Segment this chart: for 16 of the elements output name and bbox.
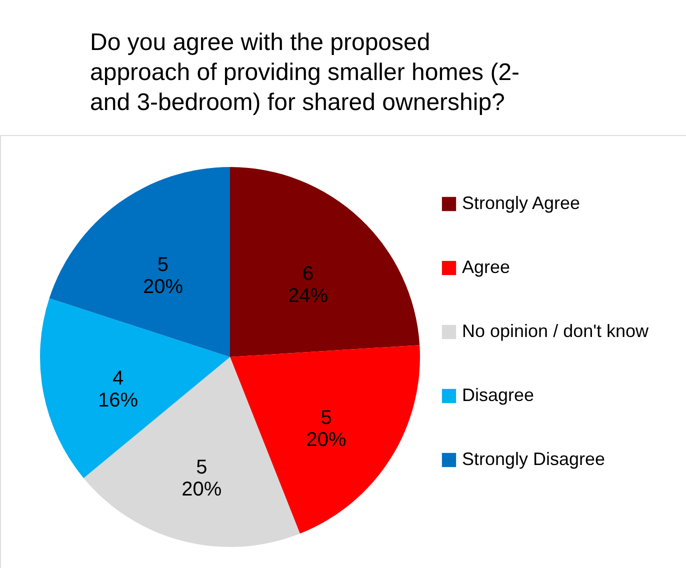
data-label: 5 20%	[182, 456, 222, 500]
pie-slice	[49, 167, 230, 357]
pie-slice	[84, 357, 300, 547]
legend-label: Agree	[462, 257, 510, 277]
legend-label: Strongly Disagree	[462, 449, 606, 469]
chart-title: Do you agree with the proposed approach of providing smaller homes (2- and 3-bedroom) for shared ownership?	[90, 29, 520, 116]
data-label: 5 20%	[306, 407, 346, 452]
legend-label: No opinion / don't know	[462, 321, 650, 341]
data-label: 5 20%	[142, 254, 184, 298]
pie-slice	[230, 345, 420, 534]
pie-slice	[40, 298, 230, 478]
data-label: 4 16%	[98, 367, 138, 412]
pie-slice	[230, 167, 420, 357]
legend-label: Strongly Agree	[462, 193, 580, 213]
legend-label: Disagree	[462, 385, 534, 405]
data-label: 6 24%	[288, 262, 328, 307]
